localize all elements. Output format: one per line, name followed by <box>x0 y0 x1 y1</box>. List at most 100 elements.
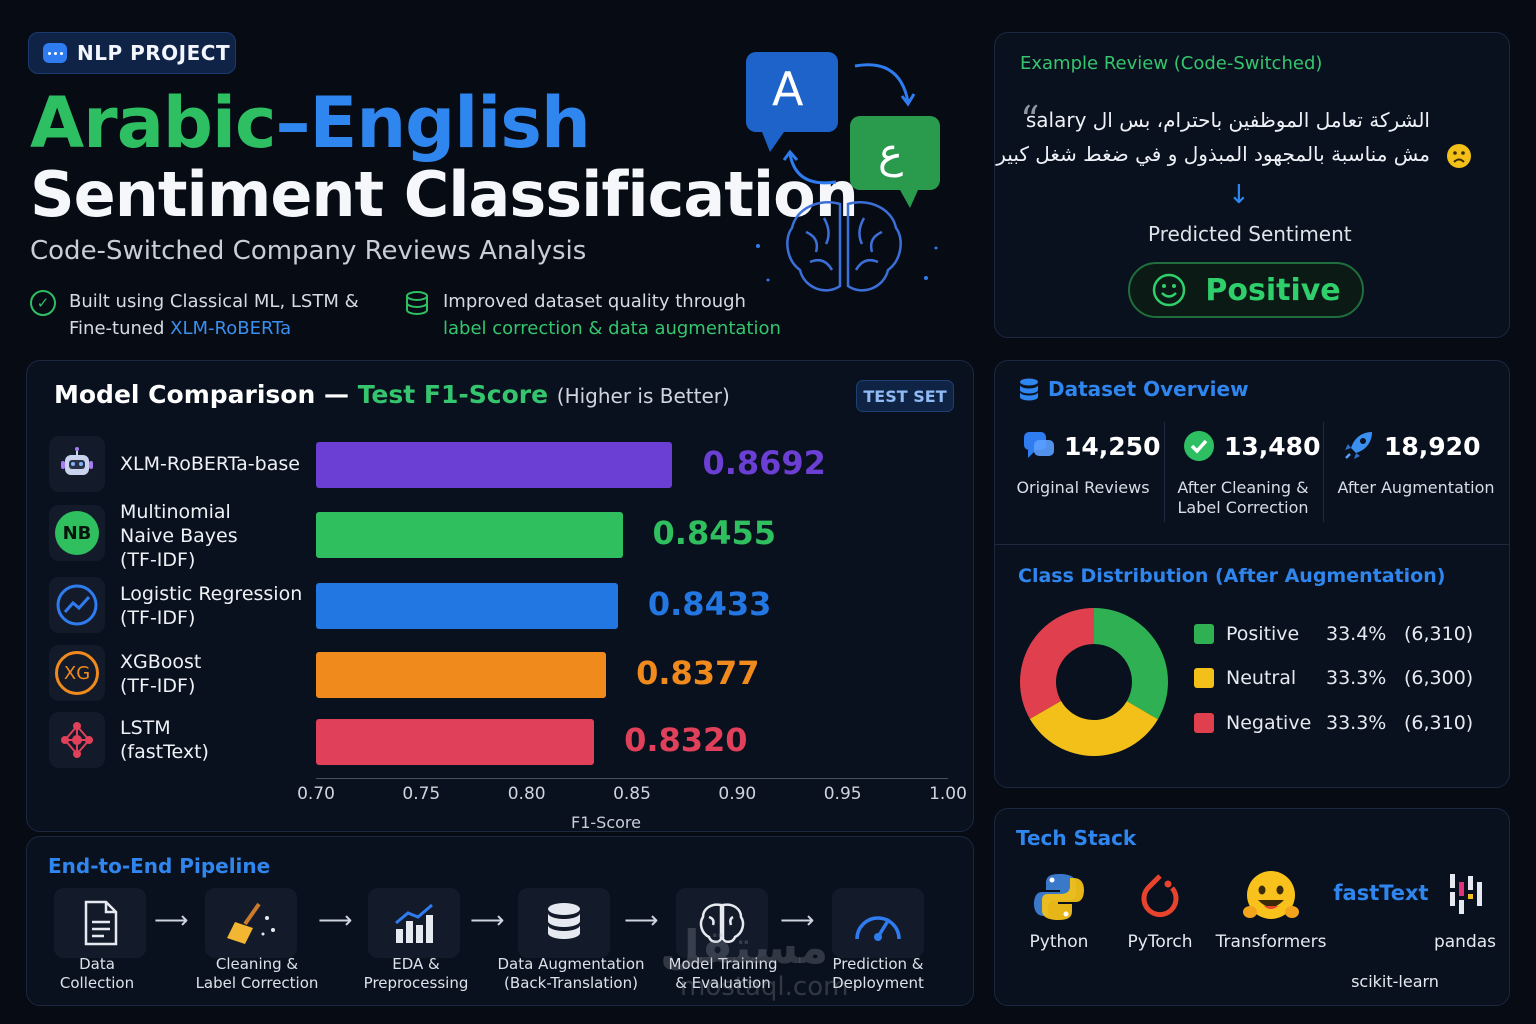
review-line1: الشركة تعامل الموظفين باحترام، بس ال sal… <box>1025 108 1430 132</box>
feature-dataset: Improved dataset quality through label c… <box>443 288 781 342</box>
x-tick-label: 0.70 <box>297 784 335 804</box>
pipeline-step-label: Prediction & Deployment <box>803 955 953 993</box>
stat-label-line: Original Reviews <box>1016 478 1150 497</box>
donut-slice-positive <box>1094 608 1168 720</box>
legend-swatch-negative <box>1194 713 1214 733</box>
class-donut-chart <box>1020 608 1168 756</box>
model-label-lstm: LSTM (fastText) <box>120 716 209 764</box>
pipeline-step-label: Data Augmentation (Back-Translation) <box>496 955 646 993</box>
sad-face-icon <box>1446 143 1472 173</box>
chat-bubbles-icon <box>1022 430 1056 466</box>
bar-5 <box>316 719 595 765</box>
step-line: Data <box>79 955 115 973</box>
database-icon <box>1018 378 1040 406</box>
badge-label: NLP PROJECT <box>77 41 231 65</box>
tech-label: PyTorch <box>1127 932 1193 952</box>
quote-mark: “ <box>1020 98 1040 142</box>
x-tick-label: 1.00 <box>929 784 967 804</box>
model-label-line: Logistic Regression <box>120 583 303 605</box>
nb-icon-text: NB <box>55 511 99 555</box>
mc-title-note: (Higher is Better) <box>556 384 730 408</box>
page-subtitle: Code-Switched Company Reviews Analysis <box>30 236 587 266</box>
tech-stack-title: Tech Stack <box>1016 826 1137 850</box>
step-line: Collection <box>59 974 135 992</box>
step-line: Data Augmentation <box>497 955 645 973</box>
model-label-line: (fastText) <box>120 741 209 763</box>
model-label-line: LSTM <box>120 717 171 739</box>
step-line: Preprocessing <box>363 974 469 992</box>
bar-3 <box>316 583 618 629</box>
model-label-xgb: XGBoost (TF-IDF) <box>120 650 201 698</box>
rocket-icon <box>1342 428 1376 466</box>
project-badge: NLP PROJECT <box>28 32 236 74</box>
network-icon <box>49 712 105 768</box>
gauge-icon <box>832 888 924 958</box>
database-stack-icon <box>404 290 430 320</box>
translation-brain-logo: A ع <box>740 48 950 308</box>
bar-4 <box>316 652 607 698</box>
stat-augmented-label: After Augmentation <box>1336 478 1496 498</box>
logo-letter-a: A <box>772 62 804 116</box>
bar-value-label: 0.8320 <box>624 721 748 759</box>
feature2-highlight: label correction & data augmentation <box>443 318 781 339</box>
smile-icon <box>1153 273 1186 307</box>
legend-count: (6,310) <box>1404 712 1474 734</box>
feature2-line1: Improved dataset quality through <box>443 291 746 312</box>
database-icon <box>518 888 610 958</box>
sklearn-label: scikit-learn <box>1351 972 1439 991</box>
pytorch-icon <box>1138 872 1182 926</box>
xgboost-icon: XG <box>49 645 105 701</box>
donut-slice-negative <box>1020 608 1094 719</box>
prediction-pill: Positive <box>1128 262 1364 318</box>
fasttext-logo: fastText <box>1333 881 1429 905</box>
check-badge-icon <box>1183 430 1215 466</box>
feature1-line2: Fine-tuned XLM-RoBERTa <box>69 315 359 342</box>
x-tick-label: 0.95 <box>823 784 862 804</box>
bar-1 <box>316 442 673 488</box>
class-distribution-title: Class Distribution (After Augmentation) <box>1018 565 1446 587</box>
stat-cleaned-value: 13,480 <box>1224 432 1321 461</box>
legend-name: Negative <box>1226 712 1312 734</box>
review-line2: مش مناسبة بالمجهود المبذول و في ضغط شغل … <box>996 142 1430 166</box>
bar-value-label: 0.8692 <box>702 444 826 482</box>
nb-icon: NB <box>49 505 105 561</box>
stat-cleaned-label: After Cleaning & Label Correction <box>1168 478 1318 518</box>
step-line: Cleaning & <box>215 955 299 973</box>
model-label-line: (TF-IDF) <box>120 675 196 697</box>
xgboost-icon-text: XG <box>55 651 99 695</box>
x-tick-label: 0.85 <box>613 784 651 804</box>
example-review-title: Example Review (Code-Switched) <box>1020 53 1323 74</box>
step-line: (Back-Translation) <box>504 974 638 992</box>
model-label-line: XLM-RoBERTa-base <box>120 453 300 475</box>
step-line: Model Training <box>668 955 778 973</box>
model-comparison-title: Model Comparison — Test F1-Score (Higher… <box>54 380 730 409</box>
pipeline-arrow: ⟶ <box>780 906 815 934</box>
bar-chart-icon <box>368 888 460 958</box>
title-arabic: Arabic <box>30 82 277 164</box>
pipeline-step-label: Data Collection <box>22 955 172 993</box>
stat-label-line: Label Correction <box>1177 498 1309 517</box>
check-circle-icon: ✓ <box>30 290 56 316</box>
title-dash: – <box>275 82 311 164</box>
legend-name: Positive <box>1226 623 1300 645</box>
test-set-tag: TEST SET <box>856 380 954 412</box>
document-icon <box>54 888 146 958</box>
legend-swatch-neutral <box>1194 668 1214 688</box>
legend-swatch-positive <box>1194 624 1214 644</box>
pipeline-arrow: ⟶ <box>624 906 659 934</box>
feature1-highlight: XLM-RoBERTa <box>170 318 292 339</box>
stat-divider <box>1323 422 1324 522</box>
model-label-line: (TF-IDF) <box>120 549 196 571</box>
tech-label: pandas <box>1433 932 1497 952</box>
tech-label: Python <box>1029 932 1089 952</box>
x-tick-label: 0.75 <box>402 784 441 804</box>
pipeline-arrow: ⟶ <box>318 906 353 934</box>
down-arrow-icon: ↓ <box>1228 180 1250 210</box>
mc-title-prefix: Model Comparison <box>54 380 316 409</box>
chat-icon <box>43 43 67 63</box>
stat-augmented-value: 18,920 <box>1384 432 1481 461</box>
model-label-xlmr: XLM-RoBERTa-base <box>120 452 300 476</box>
watermark-url: mostaql.com <box>680 972 849 1002</box>
step-line: Label Correction <box>195 974 319 992</box>
pipeline-step-label: Cleaning & Label Correction <box>182 955 332 993</box>
